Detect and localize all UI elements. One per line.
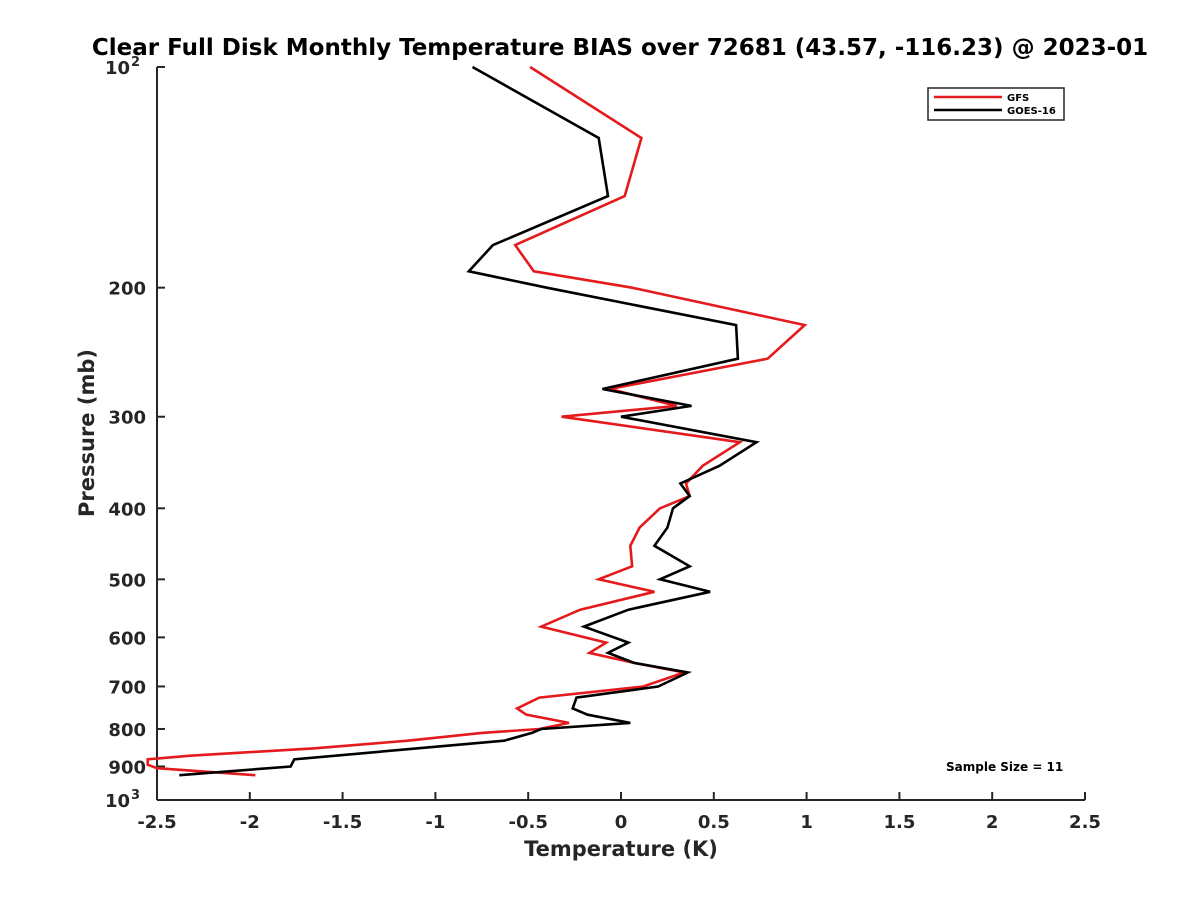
y-tick-label: 300 — [108, 408, 146, 429]
x-tick-label: -0.5 — [509, 812, 548, 833]
series-layer — [146, 65, 808, 777]
x-tick-label: 1.5 — [883, 812, 915, 833]
x-tick-label: -2 — [240, 812, 260, 833]
x-tick-label: -2.5 — [137, 812, 176, 833]
series-line-goes16 — [179, 65, 760, 777]
y-axis-label: Pressure (mb) — [75, 349, 99, 517]
sample-size-annotation: Sample Size = 11 — [946, 760, 1063, 774]
y-tick-label: 900 — [108, 757, 146, 778]
series-line-gfs — [146, 65, 808, 777]
x-tick-label: 0 — [615, 812, 628, 833]
y-tick-label: 400 — [108, 499, 146, 520]
y-tick-label: 800 — [108, 720, 146, 741]
y-tick-label-exponent: 2 — [131, 55, 140, 70]
x-tick-label: -1.5 — [323, 812, 362, 833]
y-tick-label: 500 — [108, 570, 146, 591]
x-tick-label: -1 — [425, 812, 445, 833]
legend: GFS GOES-16 — [927, 87, 1065, 121]
legend-label-goes16: GOES-16 — [1007, 106, 1056, 117]
x-tick-label: 1 — [800, 812, 813, 833]
legend-label-gfs: GFS — [1007, 93, 1029, 104]
x-tick-label: 2 — [986, 812, 999, 833]
chart-title: Clear Full Disk Monthly Temperature BIAS… — [92, 35, 1148, 61]
y-tick-label: 600 — [108, 628, 146, 649]
x-tick-label: 0.5 — [698, 812, 730, 833]
x-axis-label: Temperature (K) — [524, 837, 718, 861]
y-tick-label: 700 — [108, 677, 146, 698]
y-tick-label: 10 — [105, 58, 130, 79]
y-tick-label: 10 — [105, 791, 130, 812]
y-tick-label: 200 — [108, 279, 146, 300]
x-axis-ticks: -2.5 -2 -1.5 -1 -0.5 0 0.5 1 1.5 2 2.5 — [137, 792, 1101, 833]
y-tick-label-exponent: 3 — [131, 788, 140, 803]
legend-box — [927, 87, 1065, 121]
x-tick-label: 2.5 — [1069, 812, 1101, 833]
